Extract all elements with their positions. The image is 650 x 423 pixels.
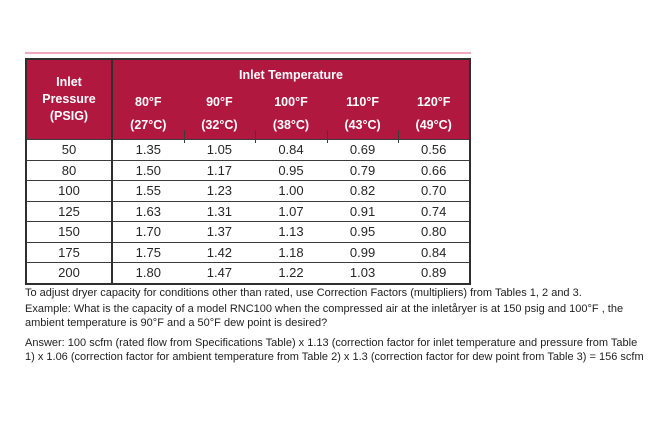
table-row: 175 1.75 1.42 1.18 0.99 0.84 (26, 241, 470, 263)
pressure-cell: 150 (26, 221, 113, 242)
header-inlet-pressure: Inlet Pressure (PSIG) (26, 59, 113, 140)
factor-cell: 0.95 (255, 159, 327, 181)
factor-cell: 0.84 (255, 139, 327, 160)
note-example: Example: What is the capacity of a model… (25, 303, 624, 329)
factor-cell: 1.07 (255, 200, 327, 222)
factor-cell: 0.89 (398, 262, 470, 284)
pressure-cell: 100 (26, 180, 113, 201)
pressure-cell: 125 (26, 200, 113, 222)
temp-c-label: (43°C) (344, 117, 381, 132)
correction-factors-table: Inlet Pressure (PSIG) Inlet Temperature … (25, 58, 471, 285)
factor-cell: 1.42 (183, 241, 256, 263)
factor-cell: 1.35 (112, 139, 184, 160)
factor-cell: 1.75 (112, 241, 184, 263)
table-row: 80 1.50 1.17 0.95 0.79 0.66 (26, 159, 470, 181)
factor-cell: 1.03 (326, 262, 399, 284)
temp-f-label: 100°F (274, 94, 308, 109)
factor-cell: 1.63 (112, 200, 184, 222)
header-inlet-temperature: Inlet Temperature (112, 59, 470, 87)
header-col-100f: 100°F (38°C) (255, 87, 327, 140)
factor-cell: 1.50 (112, 159, 184, 181)
temp-c-label: (38°C) (272, 117, 310, 132)
pressure-cell: 200 (26, 262, 113, 284)
header-column-tick (255, 130, 256, 143)
factor-cell: 0.82 (326, 180, 399, 201)
factor-cell: 1.23 (183, 180, 256, 201)
factor-cell: 0.91 (326, 200, 399, 222)
temp-c-label: (27°C) (130, 117, 167, 132)
factor-cell: 1.70 (112, 221, 184, 242)
factor-cell: 1.17 (183, 159, 256, 181)
factor-cell: 1.13 (255, 221, 327, 242)
temp-c-label: (32°C) (201, 117, 238, 132)
temp-f-label: 110°F (346, 94, 379, 109)
factor-cell: 1.18 (255, 241, 327, 263)
note-adjust-capacity: To adjust dryer capacity for conditions … (25, 287, 582, 299)
pressure-cell: 50 (26, 139, 113, 160)
factor-cell: 0.56 (398, 139, 470, 160)
factor-cell: 0.74 (398, 200, 470, 222)
factor-cell: 0.99 (326, 241, 399, 263)
factor-cell: 1.22 (255, 262, 327, 284)
footnotes: To adjust dryer capacity for conditions … (25, 286, 645, 364)
factor-cell: 0.70 (398, 180, 470, 201)
factor-cell: 1.47 (183, 262, 256, 284)
pressure-cell: 80 (26, 159, 113, 181)
correction-factors-table-wrap: Inlet Pressure (PSIG) Inlet Temperature … (25, 58, 471, 285)
header-col-80f: 80°F (27°C) (112, 87, 184, 140)
header-temperature-row: 80°F (27°C) 90°F (32°C) 100°F (38°C) 110… (26, 87, 470, 140)
table-row: 125 1.63 1.31 1.07 0.91 0.74 (26, 200, 470, 222)
temp-c-label: (49°C) (415, 117, 452, 132)
pressure-cell: 175 (26, 241, 113, 263)
note-answer: Answer: 100 scfm (rated flow from Specif… (25, 337, 644, 363)
table-row: 50 1.35 1.05 0.84 0.69 0.56 (26, 139, 470, 160)
factor-cell: 0.69 (326, 139, 399, 160)
factor-cell: 1.55 (112, 180, 184, 201)
factor-cell: 0.79 (326, 159, 399, 181)
header-col-110f: 110°F (43°C) (326, 87, 399, 140)
factor-cell: 0.84 (398, 241, 470, 263)
top-divider-line (25, 52, 471, 54)
factor-cell: 0.66 (398, 159, 470, 181)
header-col-90f: 90°F (32°C) (183, 87, 256, 140)
table-row: 150 1.70 1.37 1.13 0.95 0.80 (26, 221, 470, 242)
header-column-tick (184, 130, 185, 143)
temp-f-label: 80°F (135, 94, 162, 109)
factor-cell: 1.31 (183, 200, 256, 222)
temp-f-label: 90°F (206, 94, 233, 109)
table-row: 200 1.80 1.47 1.22 1.03 0.89 (26, 262, 470, 284)
table-row: 100 1.55 1.23 1.00 0.82 0.70 (26, 180, 470, 201)
header-col-120f: 120°F (49°C) (398, 87, 470, 140)
temp-f-label: 120°F (416, 94, 451, 109)
factor-cell: 1.80 (112, 262, 184, 284)
factor-cell: 0.95 (326, 221, 399, 242)
factor-cell: 0.80 (398, 221, 470, 242)
header-column-tick (398, 130, 399, 143)
factor-cell: 1.00 (255, 180, 327, 201)
factor-cell: 1.05 (183, 139, 256, 160)
factor-cell: 1.37 (183, 221, 256, 242)
header-group-row: Inlet Pressure (PSIG) Inlet Temperature (26, 59, 470, 140)
header-column-tick (327, 130, 328, 143)
